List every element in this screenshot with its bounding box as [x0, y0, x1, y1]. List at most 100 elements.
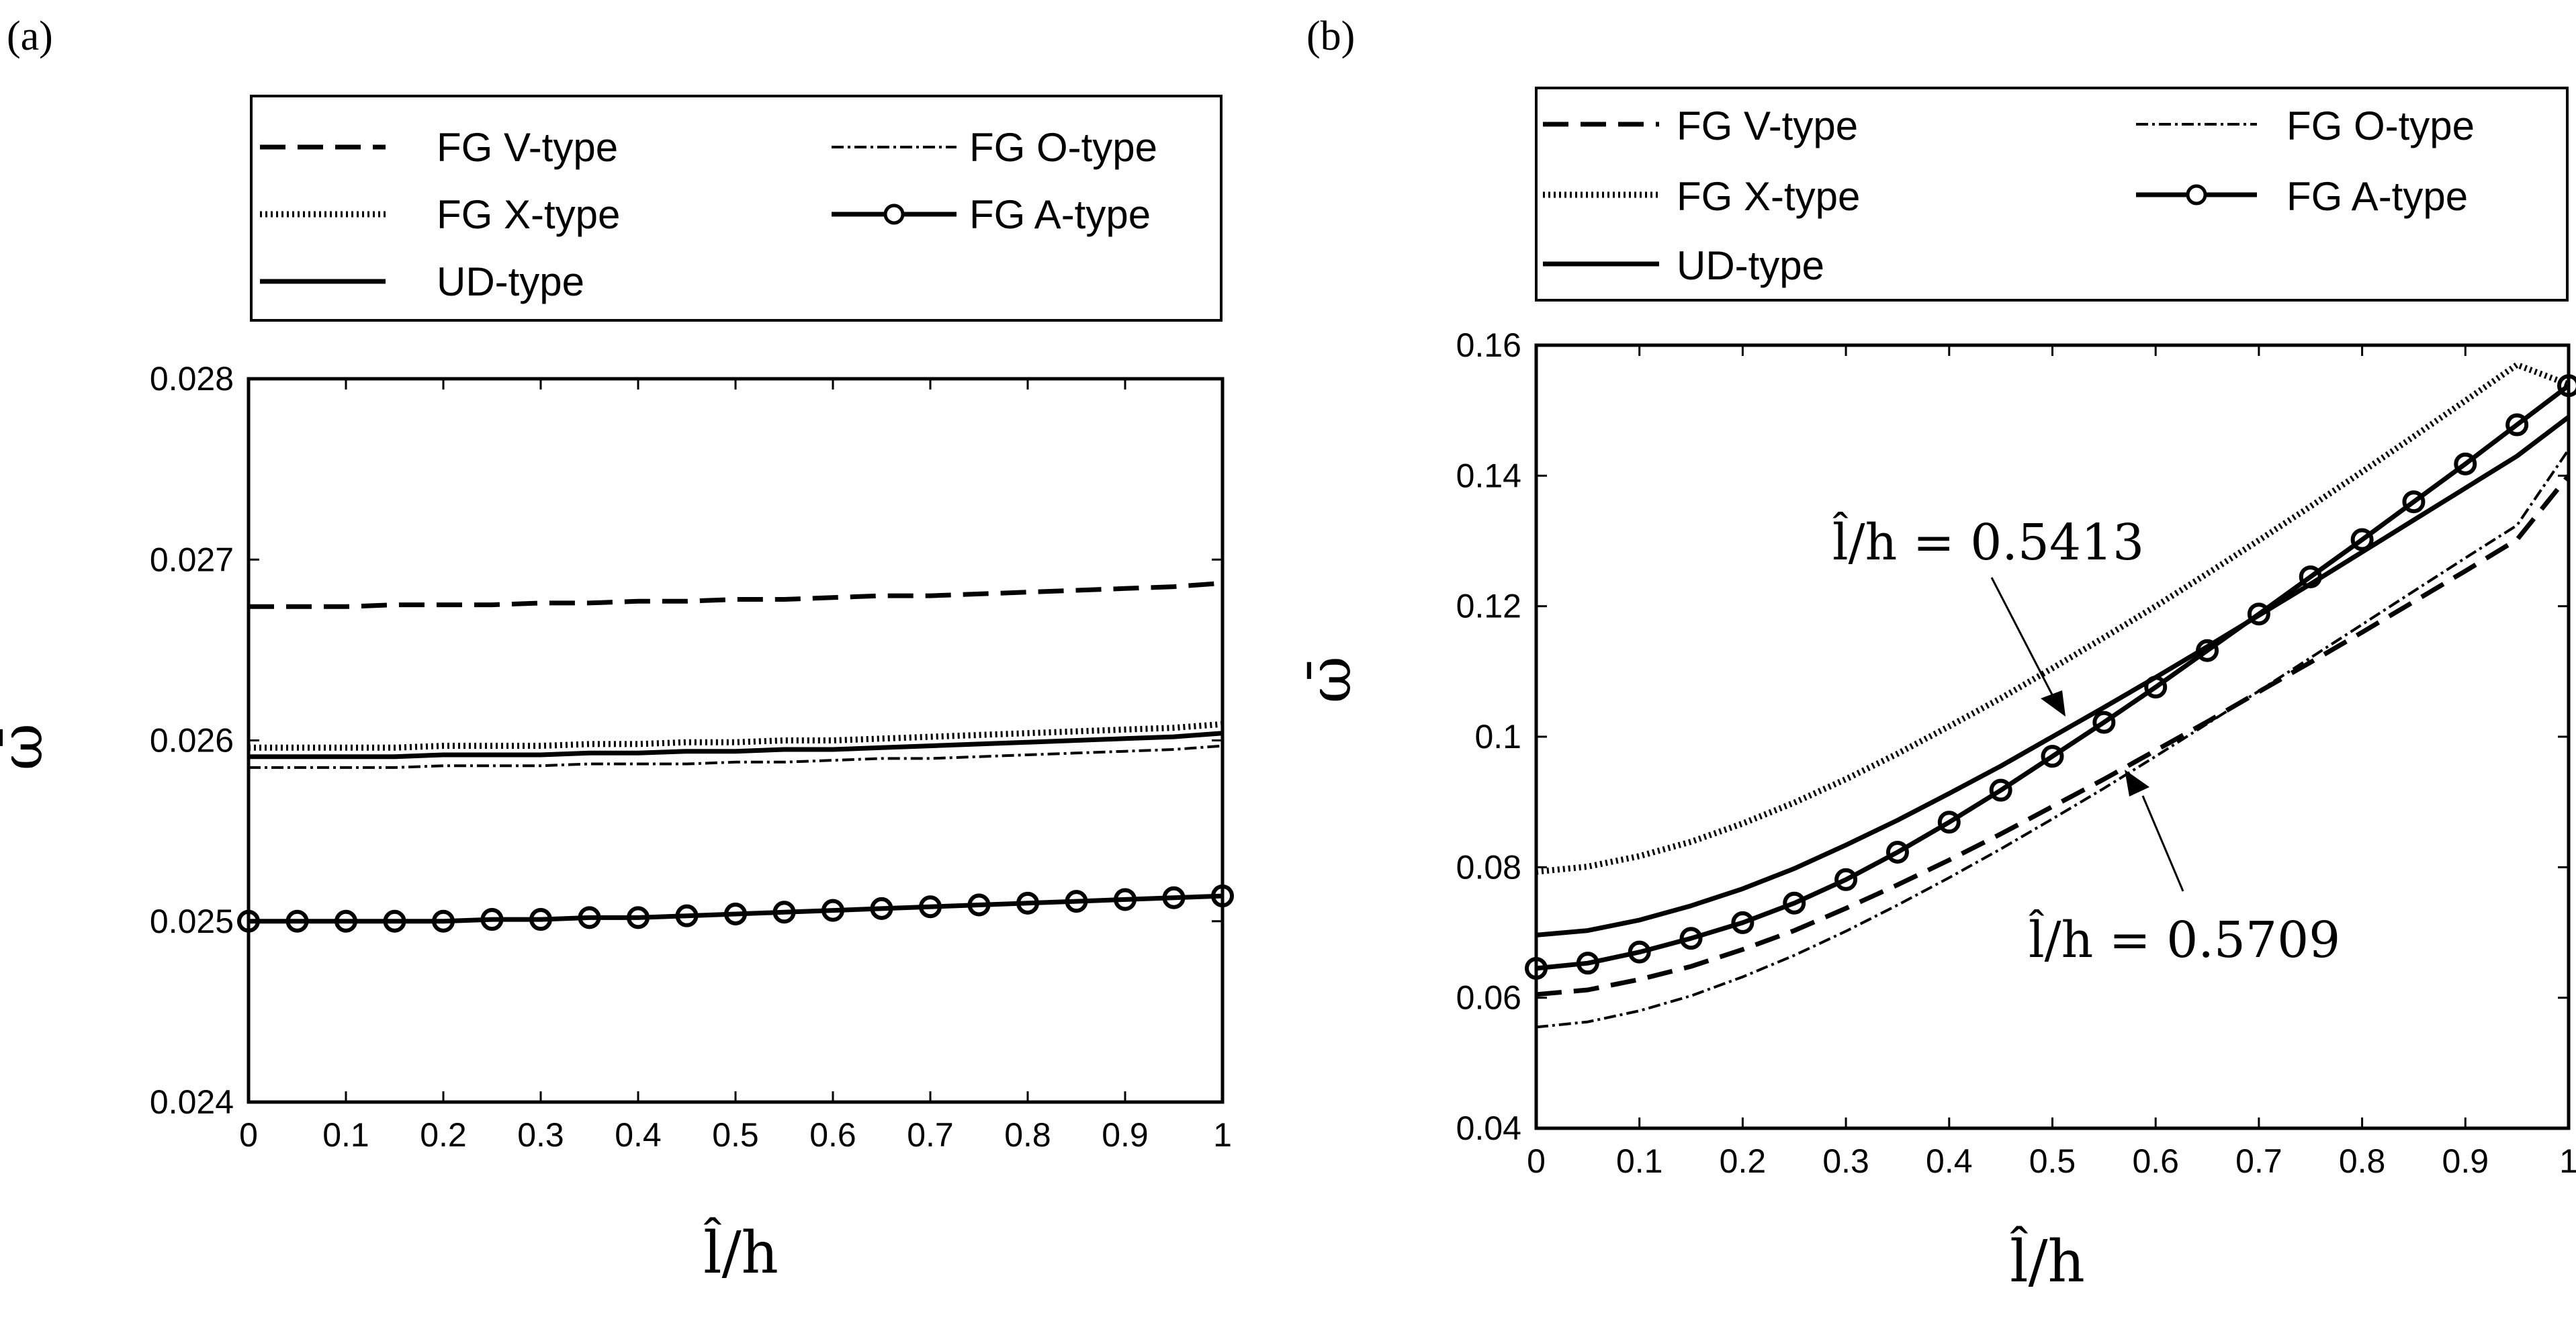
panel-a-plot: 0.024 0.025 0.026 0.027 0.028 0 0.1 0.2 0.3 0.4 0.…: [150, 360, 1234, 1154]
panel-b-point-fg-a-type: [1989, 778, 2012, 802]
panel-a-point-fg-a-type: [480, 908, 504, 931]
panel-a-x-tick-label: 0.4: [615, 1116, 662, 1154]
panel-b-y-tick-label: 0.16: [1456, 326, 1521, 364]
panel-b-y-tick-label: 0.04: [1456, 1109, 1521, 1147]
panel-b-x-tick-label: 0.3: [1822, 1142, 1869, 1180]
panel-b-y-axis-label: ω̄: [1297, 656, 1364, 703]
panel-a-point-fg-a-type: [627, 906, 650, 929]
panel-b-point-fg-a-type: [2402, 490, 2426, 514]
panel-b-point-fg-a-type: [2041, 745, 2064, 768]
panel-a-point-fg-a-type: [919, 895, 942, 919]
panel-a-axes-frame: [247, 377, 1225, 1104]
panel-b-y-tick-label: 0.08: [1456, 848, 1521, 886]
panel-a-legend: FG V-type FG X-type UD-type FG O-type FG…: [250, 95, 1223, 322]
panel-b-point-fg-a-type: [2247, 602, 2270, 626]
panel-a: (a) FG V-type FG X-type UD-type FG O-typ…: [0, 13, 1234, 1287]
panel-b-x-tick-label: 0.8: [2339, 1142, 2386, 1180]
panel-a-x-tick-label: 0.8: [1004, 1116, 1051, 1154]
panel-b-y-tick-label: 0.14: [1456, 457, 1521, 494]
panel-b-x-tick-label: 1: [2559, 1142, 2576, 1180]
panel-b-point-fg-a-type: [1679, 927, 1703, 950]
panel-b-x-tick-label: 0.1: [1616, 1142, 1663, 1180]
panel-b-series-fg-v-type: [1536, 474, 2571, 997]
panel-a-point-fg-a-type: [675, 904, 699, 927]
panel-b-series-fg-a-type: [1536, 383, 2571, 971]
panel-b-point-fg-a-type: [1731, 911, 1755, 934]
panel-a-x-tick-label: 0.7: [907, 1116, 954, 1154]
panel-b-annotation-arrowhead-0-5709: [2125, 770, 2149, 796]
panel-a-legend-label-fg-a-type: FG A-type: [969, 192, 1151, 237]
panel-a-legend-label-fg-o-type: FG O-type: [969, 125, 1157, 170]
panel-b-legend-marker-fg-a-type: [2186, 184, 2207, 206]
panel-b-point-fg-a-type: [2350, 528, 2374, 551]
panel-a-series-ud-type: [249, 731, 1223, 760]
panel-b-x-tick-label: 0: [1527, 1142, 1546, 1180]
panel-a-point-fg-a-type: [1114, 888, 1137, 911]
panel-b-x-tick-label: 0.4: [1926, 1142, 1973, 1180]
panel-b-legend-label-ud-type: UD-type: [1677, 243, 1824, 288]
panel-a-point-fg-a-type: [383, 909, 406, 933]
panel-a-series-fg-v-type: [249, 580, 1223, 609]
panel-b-point-fg-a-type: [2505, 413, 2529, 437]
panel-a-x-axis-label: l̂/h: [703, 1217, 779, 1287]
panel-a-y-tick-label: 0.028: [150, 360, 234, 398]
panel-b-label: (b): [1306, 13, 1355, 59]
panel-a-y-tick-label: 0.025: [150, 903, 234, 940]
panel-a-legend-label-fg-v-type: FG V-type: [437, 125, 618, 170]
panel-b-point-fg-a-type: [1885, 840, 1909, 864]
panel-b-point-fg-a-type: [2299, 565, 2322, 588]
panel-b-point-fg-a-type: [1834, 868, 1858, 891]
panel-b-x-tick-label: 0.9: [2442, 1142, 2489, 1180]
panel-a-x-tick-label: 0.5: [712, 1116, 759, 1154]
panel-a-point-fg-a-type: [821, 899, 844, 922]
panel-b-point-fg-a-type: [2144, 676, 2168, 699]
panel-b-legend-label-fg-a-type: FG A-type: [2286, 174, 2468, 219]
panel-b-legend-label-fg-o-type: FG O-type: [2286, 103, 2475, 148]
panel-a-point-fg-a-type: [335, 909, 357, 933]
panel-b-plot: 0.04 0.06 0.08 0.1 0.12 0.14 0.16 0 0.1 0.2 0.3 0.4…: [1456, 326, 2576, 1180]
panel-b-x-axis-label: l̂/h: [2010, 1226, 2085, 1295]
panel-b-point-fg-a-type: [1783, 891, 1806, 915]
panel-b-y-tick-label: 0.12: [1456, 588, 1521, 625]
panel-a-x-tick-label: 0.3: [517, 1116, 564, 1154]
panel-a-x-tick-label: 0.1: [322, 1116, 369, 1154]
panel-a-point-fg-a-type: [432, 909, 455, 933]
panel-a-series-fg-o-type: [249, 744, 1223, 769]
panel-b-point-fg-a-type: [1937, 811, 1961, 834]
panel-b-y-tick-label: 0.1: [1474, 718, 1521, 756]
panel-a-legend-marker-fg-a-type: [883, 203, 905, 225]
panel-b-point-fg-a-type: [1576, 952, 1599, 975]
panel-a-point-fg-a-type: [285, 909, 309, 933]
panel-a-point-fg-a-type: [529, 908, 552, 931]
panel-b-x-tick-label: 0.7: [2235, 1142, 2282, 1180]
panel-b-axes-frame: [1534, 343, 2571, 1130]
panel-a-point-fg-a-type: [578, 906, 601, 929]
panel-a-y-axis-label: ω̄: [0, 723, 56, 770]
panel-b-annotations: l̂/h = 0.5413 l̂/h = 0.5709: [1832, 511, 2340, 969]
panel-a-legend-label-fg-x-type: FG X-type: [437, 192, 620, 237]
panel-b-legend-box: [1535, 87, 2569, 302]
panel-b-x-tick-label: 0.6: [2132, 1142, 2179, 1180]
panel-a-series-fg-a-type: [249, 893, 1223, 924]
panel-b-point-fg-a-type: [2196, 639, 2219, 662]
panel-b-annotation-arrowhead-0-5413: [2041, 690, 2066, 717]
panel-b-annotation-0-5709: l̂/h = 0.5709: [2028, 909, 2340, 969]
panel-a-x-tick-label: 0.6: [809, 1116, 856, 1154]
panel-b-x-tick-label: 0.2: [1720, 1142, 1767, 1180]
panel-b-x-tick-label: 0.5: [2029, 1142, 2076, 1180]
panel-a-point-fg-a-type: [1162, 886, 1186, 909]
panel-b-annotation-arrow-0-5709: [2141, 795, 2184, 892]
panel-a-x-tick-label: 1: [1213, 1116, 1232, 1154]
panel-a-y-tick-label: 0.024: [150, 1083, 234, 1121]
panel-b-series-fg-x-type: [1536, 361, 2570, 875]
panel-a-legend-box: [250, 95, 1223, 322]
panel-a-point-fg-a-type: [1016, 891, 1039, 915]
panel-b-y-tick-label: 0.06: [1456, 979, 1521, 1017]
panel-b-point-fg-a-type: [2092, 711, 2116, 734]
panel-a-label: (a): [7, 13, 53, 59]
panel-b-annotation-0-5413: l̂/h = 0.5413: [1832, 511, 2144, 572]
panel-b-point-fg-a-type: [1628, 940, 1651, 964]
panel-a-point-fg-a-type: [870, 897, 893, 920]
panel-b-series-fg-o-type: [1536, 449, 2570, 1029]
